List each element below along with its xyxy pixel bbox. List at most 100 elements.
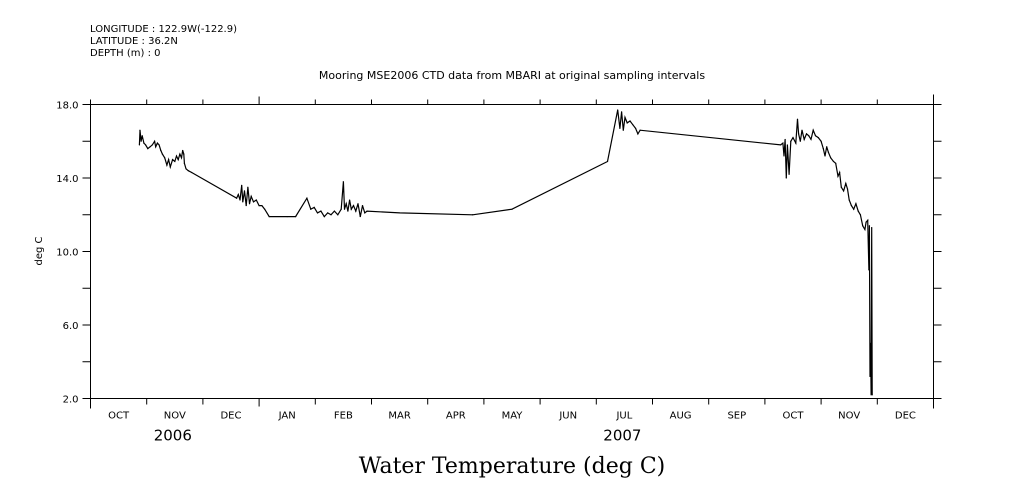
data-point <box>835 162 837 164</box>
y-axis-label: deg C <box>34 236 45 265</box>
x-tick-label: MAY <box>502 411 524 422</box>
data-point <box>348 199 351 201</box>
data-point <box>839 171 841 174</box>
x-tick-label: NOV <box>838 411 860 422</box>
data-point <box>871 227 873 229</box>
data-point <box>243 190 246 192</box>
data-point <box>138 144 140 146</box>
data-point <box>347 210 349 212</box>
x-tick-label: FEB <box>334 411 353 422</box>
data-point <box>808 135 810 137</box>
x-tick-label: JUN <box>558 411 577 422</box>
data-point <box>783 155 785 157</box>
data-point <box>258 204 260 207</box>
data-point <box>855 203 857 205</box>
data-point <box>785 177 787 179</box>
data-point <box>247 186 249 188</box>
data-point <box>245 204 247 207</box>
data-point <box>857 210 859 212</box>
data-point <box>780 144 782 146</box>
y-tick-label: 14.0 <box>56 174 78 185</box>
chart-bottom-title: Water Temperature (deg C) <box>358 454 666 479</box>
data-point <box>183 162 185 164</box>
data-point <box>310 208 312 210</box>
data-point <box>868 225 871 227</box>
data-point <box>295 215 297 218</box>
data-point <box>239 199 241 201</box>
data-point <box>820 140 822 142</box>
data-point <box>869 342 872 344</box>
data-point <box>810 138 812 141</box>
data-point <box>306 197 308 199</box>
data-point <box>786 144 788 146</box>
data-point <box>617 109 619 111</box>
data-point <box>180 157 183 159</box>
data-point <box>323 215 325 218</box>
data-point <box>814 135 817 137</box>
data-point <box>286 215 288 218</box>
data-point <box>801 129 803 131</box>
data-point <box>337 214 339 216</box>
data-point <box>241 184 243 186</box>
y-axis: 2.0 6.0 10.0 14.0 18.0 <box>56 101 942 406</box>
data-point <box>799 140 801 142</box>
data-point <box>316 212 319 214</box>
y-tick-label: 10.0 <box>56 248 78 259</box>
data-point <box>822 148 824 150</box>
data-point <box>798 133 800 135</box>
x-tick-label: DEC <box>220 411 241 422</box>
data-point <box>805 133 808 135</box>
data-point <box>140 140 142 142</box>
data-point <box>153 140 156 142</box>
data-point <box>399 212 401 214</box>
data-point <box>624 116 626 118</box>
plot-frame <box>90 104 934 399</box>
x-year-label: 2007 <box>603 427 641 445</box>
data-point <box>859 214 862 216</box>
x-tick-label: NOV <box>164 411 186 422</box>
data-point <box>784 138 786 141</box>
data-point <box>268 215 270 218</box>
data-point <box>333 210 336 212</box>
data-point <box>237 193 239 196</box>
data-point <box>179 153 181 155</box>
data-point <box>826 146 828 148</box>
data-point <box>850 204 853 207</box>
data-point <box>840 186 842 188</box>
data-point <box>864 228 866 231</box>
data-point <box>171 159 174 161</box>
x-axis: OCT NOV DEC JAN FEB MAR APR MAY JUN JUL AUG SEP OCT N… <box>90 94 934 445</box>
data-point <box>842 190 845 192</box>
data-point <box>788 173 790 175</box>
series-points <box>138 109 873 396</box>
data-point <box>782 142 784 144</box>
data-point <box>824 155 826 157</box>
data-point <box>366 210 368 212</box>
data-point <box>620 111 623 113</box>
data-point <box>255 199 257 201</box>
data-point <box>869 375 871 378</box>
data-point <box>837 175 839 177</box>
data-point <box>174 160 176 163</box>
data-point <box>191 171 193 174</box>
data-point <box>313 206 315 208</box>
series-line-water-temperature <box>138 109 873 395</box>
data-point <box>350 208 352 210</box>
data-point <box>345 203 347 205</box>
data-point <box>632 124 634 126</box>
data-point <box>795 142 797 144</box>
x-tick-label: SEP <box>727 411 746 422</box>
data-point <box>164 157 166 159</box>
data-point <box>147 148 149 150</box>
data-point <box>357 203 359 205</box>
data-point <box>626 122 628 124</box>
data-point <box>845 182 847 185</box>
data-point <box>867 219 869 221</box>
data-point <box>156 142 158 144</box>
data-point <box>168 159 170 161</box>
data-point <box>511 208 513 210</box>
data-point <box>248 203 251 205</box>
x-tick-label: OCT <box>783 411 805 422</box>
x-tick-label: DEC <box>895 411 916 422</box>
data-point <box>870 394 872 396</box>
